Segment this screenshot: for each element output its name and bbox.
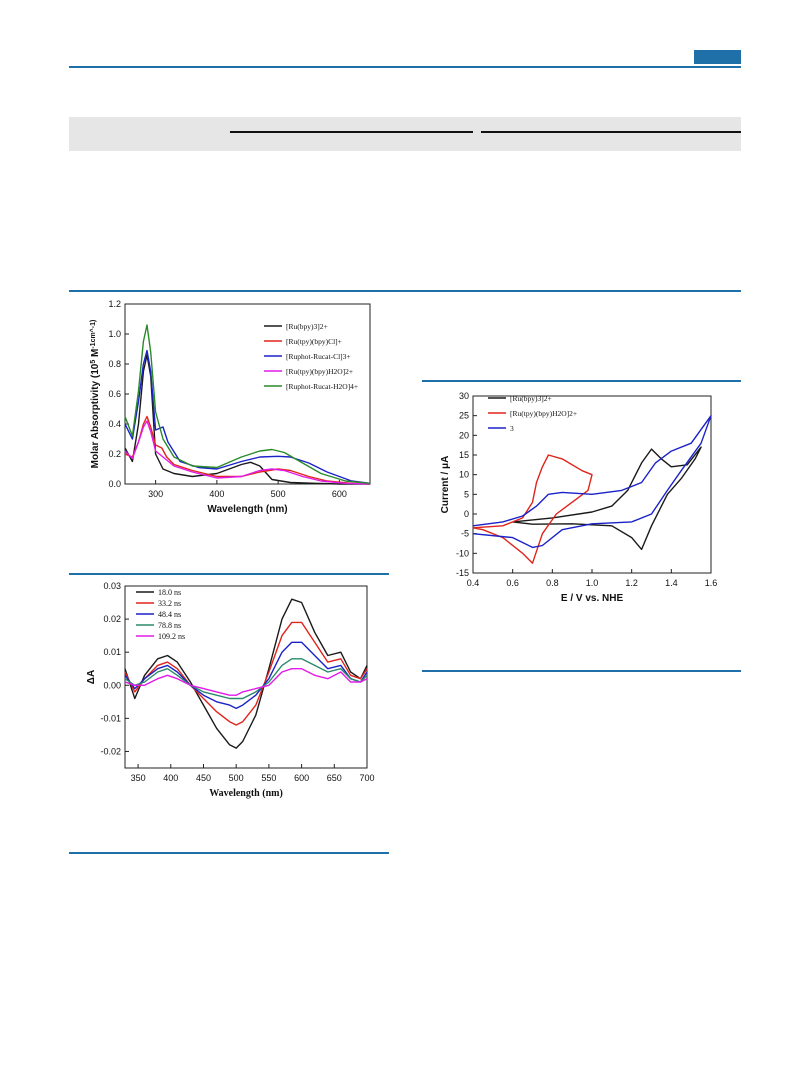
legend-label: [Ruphot-Rucat-Cl]3+	[286, 352, 351, 361]
y-tick-label: 15	[459, 450, 469, 460]
y-tick-label: 0.01	[103, 647, 121, 657]
y-tick-label: 1.2	[108, 299, 121, 309]
figure2-bottom-rule	[69, 852, 389, 854]
legend-label: [Ru(tpy)(bpy)H2O]2+	[510, 409, 577, 418]
y-tick-label: 5	[464, 489, 469, 499]
y-tick-label: 10	[459, 470, 469, 480]
header-rule	[69, 66, 741, 68]
y-tick-label: 0.8	[108, 359, 121, 369]
x-tick-label: 450	[196, 773, 211, 783]
y-tick-label: 0.6	[108, 389, 121, 399]
x-tick-label: 350	[131, 773, 146, 783]
figure3-bottom-rule	[422, 670, 741, 672]
y-tick-label: 0.00	[103, 680, 121, 690]
x-tick-label: 600	[332, 489, 347, 499]
legend-label: [Ruphot-Rucat-H2O]4+	[286, 382, 358, 391]
y-tick-label: 1.0	[108, 329, 121, 339]
x-tick-label: 400	[163, 773, 178, 783]
x-tick-label: 500	[229, 773, 244, 783]
table-rule-right	[481, 131, 741, 133]
y-tick-label: -10	[456, 548, 469, 558]
y-tick-label: -5	[461, 529, 469, 539]
x-axis-label: E / V vs. NHE	[561, 593, 624, 604]
x-tick-label: 0.6	[506, 578, 519, 588]
series-line	[124, 354, 370, 485]
x-tick-label: 1.0	[586, 578, 599, 588]
legend-label: 18.0 ns	[158, 588, 181, 597]
y-axis-label: Molar Absorptivity (105 M-1cm^-1)	[89, 320, 102, 469]
series-line	[472, 415, 712, 549]
series-line	[124, 668, 368, 696]
series-line	[472, 454, 593, 564]
x-tick-label: 1.6	[705, 578, 718, 588]
legend-label: [Ru(tpy)(bpy)Cl]+	[286, 337, 342, 346]
y-tick-label: 30	[459, 391, 469, 401]
y-axis-label: Current / μA	[440, 456, 451, 514]
x-tick-label: 550	[261, 773, 276, 783]
cv-chart: 0.4 0.6 0.8 1.0 1.2 1.4 1.6 30 25 20 15 10 5 0 -5 -10 -1…	[440, 391, 718, 604]
x-tick-label: 400	[209, 489, 224, 499]
legend-label: [Ru(tpy)(bpy)H2O]2+	[286, 367, 353, 376]
x-tick-label: 1.4	[665, 578, 678, 588]
header-page-tab	[694, 50, 741, 64]
series-line	[124, 598, 368, 749]
legend-label: [Ru(bpy)3]2+	[510, 394, 552, 403]
plot-frame	[124, 303, 371, 485]
series-line	[124, 658, 368, 700]
legend-label: 78.8 ns	[158, 621, 181, 630]
x-tick-label: 650	[327, 773, 342, 783]
absorption-chart: 300 400 500 600 0.0 0.2 0.4 0.6 0.8 1.0 1.2 Wavelen…	[89, 299, 371, 515]
table-header-band	[69, 117, 741, 151]
y-tick-label: -15	[456, 568, 469, 578]
y-axis-label: ΔA	[86, 670, 97, 684]
x-tick-label: 300	[148, 489, 163, 499]
figure-top-rule	[69, 290, 741, 292]
x-tick-label: 0.4	[467, 578, 480, 588]
y-tick-label: 25	[459, 411, 469, 421]
x-tick-label: 1.2	[625, 578, 638, 588]
table-rule-left	[230, 131, 473, 133]
y-tick-label: -0.01	[100, 713, 121, 723]
series-line	[124, 415, 371, 485]
y-tick-label: -0.02	[100, 746, 121, 756]
series-line	[124, 641, 368, 710]
x-axis-label: Wavelength (nm)	[207, 504, 287, 515]
y-tick-label: 0.2	[108, 449, 121, 459]
y-tick-label: 0.02	[103, 614, 121, 624]
legend-label: 48.4 ns	[158, 610, 181, 619]
x-tick-label: 0.8	[546, 578, 559, 588]
x-tick-label: 500	[271, 489, 286, 499]
y-tick-label: 0.4	[108, 419, 121, 429]
y-tick-label: 0.0	[108, 479, 121, 489]
legend-label: 109.2 ns	[158, 632, 185, 641]
x-tick-label: 600	[294, 773, 309, 783]
plot-frame	[124, 585, 368, 769]
legend-label: [Ru(bpy)3]2+	[286, 322, 328, 331]
legend-label: 3	[510, 424, 514, 433]
figure3-top-rule	[422, 380, 741, 382]
x-axis-label: Wavelength (nm)	[209, 788, 283, 799]
series-line	[124, 420, 371, 485]
transient-absorption-chart: 350 400 450 500 550 600 650 700 0.03 0.02 0.01 0.00…	[86, 581, 375, 799]
series-line	[124, 324, 371, 484]
y-tick-label: 0	[464, 509, 469, 519]
x-tick-label: 700	[359, 773, 374, 783]
y-tick-label: 20	[459, 430, 469, 440]
y-tick-label: 0.03	[103, 581, 121, 591]
series-line	[124, 621, 368, 726]
series-line	[512, 446, 702, 551]
legend-label: 33.2 ns	[158, 599, 181, 608]
figure2-top-rule	[69, 573, 389, 575]
